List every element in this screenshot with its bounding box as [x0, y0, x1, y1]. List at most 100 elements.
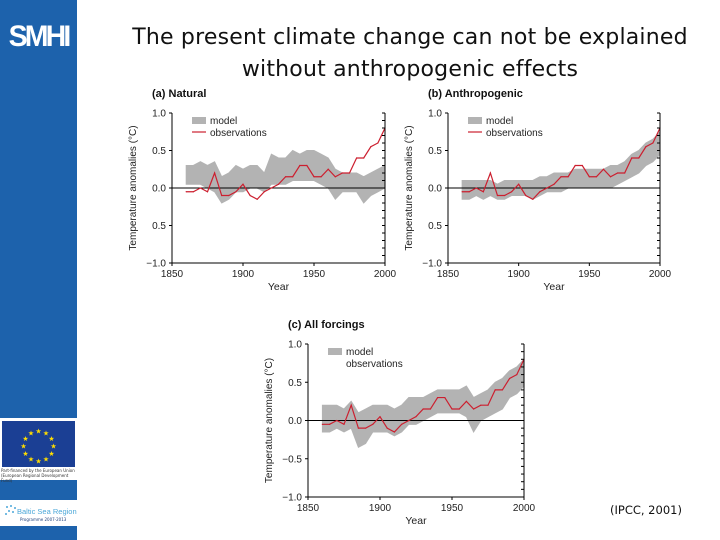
sidebar: SMHI ★ ★ ★ ★ ★ ★ ★ ★ ★ ★ ★ ★ Part-financed by the E…: [0, 0, 77, 540]
observation-point: [363, 157, 365, 159]
legend-model-label: model: [486, 116, 513, 127]
y-tick-label: 0.5: [288, 378, 302, 389]
observation-point: [560, 176, 562, 178]
observation-point: [509, 377, 511, 380]
x-tick-label: 2000: [649, 269, 672, 280]
observation-point: [567, 176, 569, 178]
source-citation: (IPCC, 2001): [610, 503, 682, 517]
observation-point: [503, 194, 506, 197]
eu-star-icon: ★: [28, 430, 34, 438]
model-band: [461, 130, 661, 200]
legend-observations-label: observations: [346, 359, 403, 370]
x-tick-label: 1950: [303, 269, 326, 280]
x-tick-label: 2000: [374, 269, 397, 280]
observation-point: [444, 396, 446, 399]
observation-point: [292, 176, 294, 178]
observation-point: [386, 427, 388, 429]
observation-point: [256, 198, 258, 200]
observation-point: [638, 157, 640, 159]
y-tick-label: 1.0: [428, 109, 442, 120]
observation-point: [487, 404, 489, 406]
observation-point: [581, 164, 583, 167]
observation-point: [377, 142, 379, 144]
eu-star-icon: ★: [35, 428, 41, 436]
observation-point: [306, 164, 308, 167]
observation-point: [334, 176, 336, 178]
observation-point: [645, 146, 647, 148]
x-tick-label: 1950: [441, 503, 464, 514]
eu-flag-icon: ★ ★ ★ ★ ★ ★ ★ ★ ★ ★ ★ ★: [2, 421, 75, 467]
observation-point: [494, 389, 496, 391]
eu-star-icon: ★: [20, 443, 26, 451]
observation-point: [539, 191, 541, 193]
x-tick-label: 1850: [437, 269, 460, 280]
bsr-subtitle: Programme 2007-2013: [20, 517, 67, 522]
observation-point: [350, 404, 352, 406]
slide-title: The present climate change can not be ex…: [132, 25, 688, 82]
observation-point: [401, 423, 403, 425]
legend-observations-label: observations: [210, 128, 267, 139]
x-tick-label: 2000: [513, 503, 536, 514]
x-axis-label: Year: [543, 281, 565, 293]
observation-point: [489, 172, 491, 174]
observation-point: [482, 191, 484, 193]
observation-point: [285, 176, 287, 178]
observation-point: [451, 408, 453, 410]
observation-point: [235, 191, 237, 193]
observation-point: [206, 191, 209, 193]
observation-point: [372, 423, 374, 425]
observation-point: [588, 176, 590, 178]
eu-caption: Part-financed by the European Union (Eur…: [1, 468, 75, 483]
observation-point: [214, 172, 216, 174]
eu-star-icon: ★: [48, 450, 54, 458]
observation-point: [336, 419, 338, 422]
observation-point: [357, 427, 359, 429]
y-tick-label: 0.5: [428, 146, 442, 157]
observation-point: [228, 194, 230, 197]
model-band: [321, 358, 525, 448]
eu-star-icon: ★: [22, 450, 28, 458]
observation-point: [475, 187, 477, 189]
observation-point: [270, 187, 272, 189]
observation-point: [192, 191, 194, 193]
observation-point: [341, 172, 343, 174]
observation-point: [185, 191, 187, 193]
observation-point: [461, 191, 463, 193]
observation-point: [480, 404, 482, 406]
observation-point: [422, 408, 424, 410]
x-axis-label: Year: [405, 515, 427, 527]
observation-point: [468, 191, 470, 193]
observation-point: [321, 423, 323, 425]
observation-point: [516, 374, 518, 376]
observation-point: [408, 419, 410, 422]
eu-logo: ★ ★ ★ ★ ★ ★ ★ ★ ★ ★ ★ ★ Part-financed by the Europe…: [0, 418, 77, 483]
chart-title: (a) Natural: [152, 88, 206, 100]
y-tick-label: −0.5: [282, 454, 302, 465]
y-tick-label: 1.0: [152, 109, 166, 120]
observation-point: [532, 198, 534, 200]
observation-point: [437, 396, 439, 399]
legend-model-swatch: [192, 117, 206, 124]
baltic-dots-icon: [5, 505, 16, 515]
observation-point: [496, 194, 499, 197]
baltic-sea-region-logo: Baltic Sea Region Programme 2007-2013: [0, 500, 77, 526]
x-tick-label: 1950: [578, 269, 601, 280]
eu-star-icon: ★: [35, 458, 41, 466]
observation-point: [609, 176, 612, 178]
y-tick-label: −1.0: [146, 259, 166, 270]
x-tick-label: 1900: [369, 503, 392, 514]
observation-point: [249, 194, 251, 197]
observation-point: [379, 416, 381, 418]
observation-point: [429, 408, 431, 410]
observation-point: [518, 183, 520, 185]
legend-observations-label: observations: [486, 128, 543, 139]
y-tick-label: 0.5: [152, 221, 166, 232]
observation-point: [473, 408, 475, 410]
x-tick-label: 1900: [508, 269, 531, 280]
observation-point: [356, 157, 358, 159]
observation-point: [553, 183, 555, 185]
y-tick-label: 0.0: [428, 184, 442, 195]
observation-point: [365, 427, 367, 429]
